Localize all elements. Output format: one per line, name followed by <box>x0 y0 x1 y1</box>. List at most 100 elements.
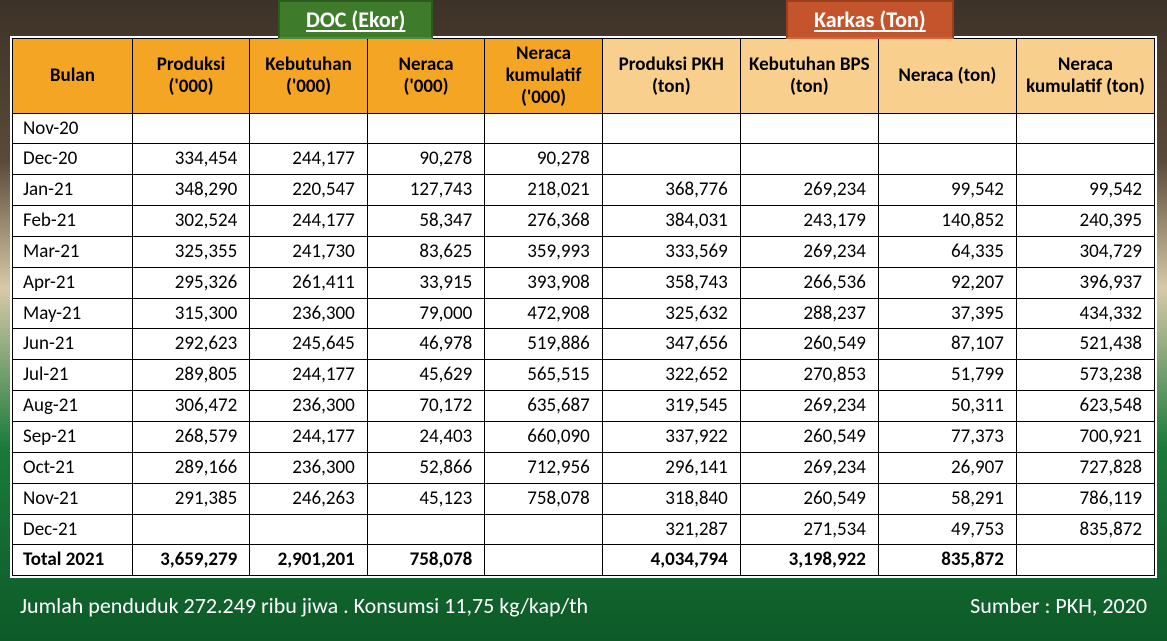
cell-value: 315,300 <box>132 298 250 329</box>
cell-value: 220,547 <box>250 175 368 206</box>
cell-value: 236,300 <box>250 298 368 329</box>
cell-value: 472,908 <box>485 298 603 329</box>
table-row: Mar-21325,355241,73083,625359,993333,569… <box>13 236 1155 267</box>
cell-value <box>250 113 368 144</box>
cell-value <box>740 144 878 175</box>
cell-value <box>602 144 740 175</box>
cell-value: 358,743 <box>602 267 740 298</box>
cell-value: 58,347 <box>367 206 485 237</box>
table-row: Jul-21289,805244,17745,629565,515322,652… <box>13 360 1155 391</box>
cell-value <box>367 514 485 545</box>
cell-value: 573,238 <box>1016 360 1154 391</box>
cell-month: Apr-21 <box>13 267 133 298</box>
cell-value: 37,395 <box>878 298 1016 329</box>
cell-value: 521,438 <box>1016 329 1154 360</box>
cell-value: 368,776 <box>602 175 740 206</box>
cell-value: 835,872 <box>1016 514 1154 545</box>
cell-value: 660,090 <box>485 421 603 452</box>
cell-value: 325,632 <box>602 298 740 329</box>
cell-value: 384,031 <box>602 206 740 237</box>
cell-value: 288,237 <box>740 298 878 329</box>
table-row: Nov-21291,385246,26345,123758,078318,840… <box>13 483 1155 514</box>
cell-value: 269,234 <box>740 236 878 267</box>
table-row: May-21315,300236,30079,000472,908325,632… <box>13 298 1155 329</box>
cell-value: 236,300 <box>250 452 368 483</box>
cell-value: 304,729 <box>1016 236 1154 267</box>
cell-month: Dec-20 <box>13 144 133 175</box>
table-row: Feb-21302,524244,17758,347276,368384,031… <box>13 206 1155 237</box>
cell-value: 3,659,279 <box>132 545 250 576</box>
cell-value: 271,534 <box>740 514 878 545</box>
cell-value: 260,549 <box>740 483 878 514</box>
cell-value: 243,179 <box>740 206 878 237</box>
cell-value: 393,908 <box>485 267 603 298</box>
cell-value: 244,177 <box>250 206 368 237</box>
karkas-badge-label: Karkas (Ton) <box>814 6 926 33</box>
cell-value <box>132 113 250 144</box>
cell-value: 127,743 <box>367 175 485 206</box>
cell-value: 79,000 <box>367 298 485 329</box>
col-doc-neraca: Neraca ('000) <box>367 39 485 114</box>
table-row: Sep-21268,579244,17724,403660,090337,922… <box>13 421 1155 452</box>
cell-value: 244,177 <box>250 421 368 452</box>
cell-value: 244,177 <box>250 144 368 175</box>
cell-value: 77,373 <box>878 421 1016 452</box>
table-row: Apr-21295,326261,41133,915393,908358,743… <box>13 267 1155 298</box>
cell-value: 268,579 <box>132 421 250 452</box>
karkas-badge: Karkas (Ton) <box>786 0 954 39</box>
cell-value: 45,629 <box>367 360 485 391</box>
cell-value: 87,107 <box>878 329 1016 360</box>
cell-value: 52,866 <box>367 452 485 483</box>
cell-month: Total 2021 <box>13 545 133 576</box>
cell-value: 727,828 <box>1016 452 1154 483</box>
cell-value: 270,853 <box>740 360 878 391</box>
table-row: Dec-20334,454244,17790,27890,278 <box>13 144 1155 175</box>
cell-value <box>1016 545 1154 576</box>
cell-value: 90,278 <box>485 144 603 175</box>
col-bulan: Bulan <box>13 39 133 114</box>
cell-value: 90,278 <box>367 144 485 175</box>
cell-value: 348,290 <box>132 175 250 206</box>
cell-value: 269,234 <box>740 452 878 483</box>
table-row: Oct-21289,166236,30052,866712,956296,141… <box>13 452 1155 483</box>
cell-month: Jun-21 <box>13 329 133 360</box>
cell-value: 289,805 <box>132 360 250 391</box>
cell-value: 236,300 <box>250 391 368 422</box>
cell-value: 321,287 <box>602 514 740 545</box>
cell-month: Jan-21 <box>13 175 133 206</box>
footer: Jumlah penduduk 272.249 ribu jiwa . Kons… <box>10 578 1157 619</box>
table-row: Total 20213,659,2792,901,201758,0784,034… <box>13 545 1155 576</box>
table-row: Aug-21306,472236,30070,172635,687319,545… <box>13 391 1155 422</box>
col-karkas-produksi: Produksi PKH (ton) <box>602 39 740 114</box>
cell-value: 3,198,922 <box>740 545 878 576</box>
cell-value: 758,078 <box>367 545 485 576</box>
cell-value: 83,625 <box>367 236 485 267</box>
cell-value: 712,956 <box>485 452 603 483</box>
cell-value: 50,311 <box>878 391 1016 422</box>
cell-value: 70,172 <box>367 391 485 422</box>
cell-value <box>485 113 603 144</box>
cell-value: 64,335 <box>878 236 1016 267</box>
cell-value: 245,645 <box>250 329 368 360</box>
cell-value: 218,021 <box>485 175 603 206</box>
cell-value: 519,886 <box>485 329 603 360</box>
cell-value: 99,542 <box>878 175 1016 206</box>
cell-month: Oct-21 <box>13 452 133 483</box>
cell-value: 319,545 <box>602 391 740 422</box>
cell-value: 289,166 <box>132 452 250 483</box>
cell-month: Dec-21 <box>13 514 133 545</box>
cell-value <box>132 514 250 545</box>
footer-left: Jumlah penduduk 272.249 ribu jiwa . Kons… <box>20 592 588 619</box>
cell-value: 334,454 <box>132 144 250 175</box>
cell-month: Aug-21 <box>13 391 133 422</box>
cell-value: 51,799 <box>878 360 1016 391</box>
cell-value: 261,411 <box>250 267 368 298</box>
cell-value: 347,656 <box>602 329 740 360</box>
cell-value <box>485 545 603 576</box>
table-row: Dec-21321,287271,53449,753835,872 <box>13 514 1155 545</box>
cell-value: 322,652 <box>602 360 740 391</box>
cell-value: 700,921 <box>1016 421 1154 452</box>
cell-value: 45,123 <box>367 483 485 514</box>
cell-value: 396,937 <box>1016 267 1154 298</box>
cell-value: 92,207 <box>878 267 1016 298</box>
